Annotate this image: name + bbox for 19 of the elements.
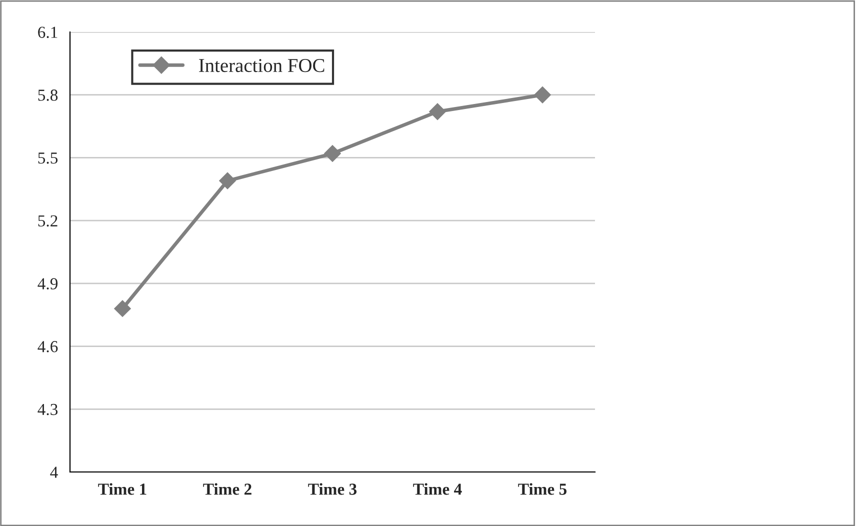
x-tick-label: Time 3 [308,483,357,495]
y-tick-label: 5.2 [38,215,58,227]
y-tick-label: 4.9 [38,278,58,290]
y-tick-label: 4.6 [38,341,58,352]
x-tick-label: Time 4 [413,483,462,495]
point [219,172,236,190]
point [114,300,131,317]
x-tick-label: Time 1 [98,483,146,495]
point [429,103,446,120]
x-tick-label: Time 5 [518,483,567,495]
y-tick-label: 5.5 [38,152,58,164]
legend-label: Interaction FOC [199,59,324,72]
y-tick-label: 5.8 [38,90,58,101]
point [324,145,341,162]
y-tick-label: 6.1 [38,26,58,38]
y-tick-label: 4 [50,466,58,478]
x-tick-label: Time 2 [203,483,252,495]
point [534,86,551,104]
y-tick-label: 4.3 [38,404,58,416]
